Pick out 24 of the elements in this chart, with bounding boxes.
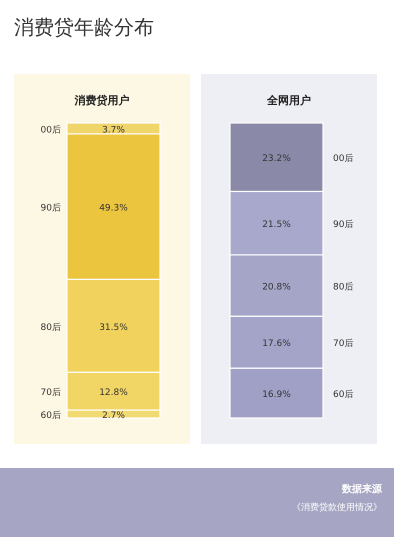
series-label: 90后 bbox=[40, 202, 61, 214]
text: 《消费贷款使用情况》 bbox=[292, 502, 382, 513]
data-label: 16.9% bbox=[262, 390, 292, 400]
data-label: 12.8% bbox=[99, 388, 128, 398]
series-label: 00后 bbox=[333, 153, 354, 164]
data-label: 23.2% bbox=[262, 154, 292, 164]
series-label: 70后 bbox=[333, 338, 354, 350]
series-label: 00后 bbox=[40, 124, 61, 136]
data-label: 49.3% bbox=[99, 204, 128, 214]
series-label: 60后 bbox=[333, 389, 354, 400]
data-label: 21.5% bbox=[262, 220, 292, 230]
data-label: 17.6% bbox=[262, 339, 292, 350]
chart-subtitle: 消费贷用户 bbox=[74, 94, 130, 107]
chart-title: 消费贷年龄分布 bbox=[14, 15, 154, 39]
series-label: 80后 bbox=[333, 282, 354, 293]
series-label: 60后 bbox=[40, 410, 61, 422]
series-label: 90后 bbox=[333, 219, 354, 230]
series-label: 70后 bbox=[40, 387, 61, 398]
series-label: 80后 bbox=[40, 322, 61, 333]
data-label: 20.8% bbox=[262, 282, 292, 293]
chart-title: 全网用户 bbox=[266, 94, 311, 107]
data-label: 3.7% bbox=[102, 125, 126, 136]
data-label: 31.5% bbox=[99, 322, 128, 333]
text: 数据来源 bbox=[341, 483, 383, 495]
